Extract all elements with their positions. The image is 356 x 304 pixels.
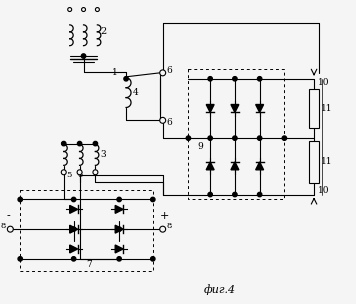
Polygon shape [70,206,78,213]
Text: 1: 1 [112,68,118,77]
Text: 10: 10 [318,186,330,195]
Circle shape [160,117,166,123]
Text: 3: 3 [100,150,106,160]
Circle shape [160,70,166,76]
Circle shape [233,136,237,140]
Circle shape [77,141,82,146]
Circle shape [151,257,155,261]
Circle shape [72,257,76,261]
Bar [309,89,319,128]
Polygon shape [70,225,78,233]
Text: 5: 5 [66,171,72,179]
Text: 6: 6 [167,66,173,75]
Text: 6: 6 [78,171,83,179]
Circle shape [77,170,82,175]
Text: 11: 11 [321,157,333,166]
Polygon shape [115,245,123,253]
Circle shape [95,8,99,12]
Circle shape [233,192,237,197]
Polygon shape [231,162,239,170]
Circle shape [117,227,121,231]
Bar [309,140,319,183]
Circle shape [208,77,212,81]
Circle shape [72,197,76,202]
Text: 8: 8 [1,222,6,230]
Polygon shape [256,105,263,112]
Circle shape [93,170,98,175]
Text: -: - [6,211,10,221]
Circle shape [233,77,237,81]
Circle shape [160,226,166,232]
Circle shape [208,192,212,197]
Text: 8: 8 [167,222,172,230]
Text: 2: 2 [100,27,106,36]
Circle shape [124,77,128,81]
Circle shape [257,136,262,140]
Text: 10: 10 [318,78,330,87]
Circle shape [208,136,212,140]
Circle shape [257,77,262,81]
Circle shape [93,141,98,146]
Polygon shape [206,162,214,170]
Text: 9: 9 [198,142,203,150]
Text: 6: 6 [167,118,173,127]
Text: 11: 11 [321,104,333,113]
Circle shape [82,54,86,58]
Circle shape [18,197,22,202]
Text: +: + [160,211,169,221]
Circle shape [68,8,72,12]
Polygon shape [70,245,78,253]
Circle shape [282,136,287,140]
Circle shape [72,227,76,231]
Circle shape [257,192,262,197]
Text: фиг.4: фиг.4 [204,284,236,295]
Circle shape [18,257,22,261]
Circle shape [117,197,121,202]
Circle shape [7,226,13,232]
Circle shape [62,141,66,146]
Circle shape [61,170,66,175]
Polygon shape [115,206,123,213]
Circle shape [151,197,155,202]
Polygon shape [115,225,123,233]
Circle shape [82,8,85,12]
Circle shape [186,136,190,140]
Polygon shape [256,162,263,170]
Polygon shape [206,105,214,112]
Text: 7: 7 [87,260,92,269]
Circle shape [117,257,121,261]
Polygon shape [231,105,239,112]
Text: 4: 4 [133,88,139,97]
